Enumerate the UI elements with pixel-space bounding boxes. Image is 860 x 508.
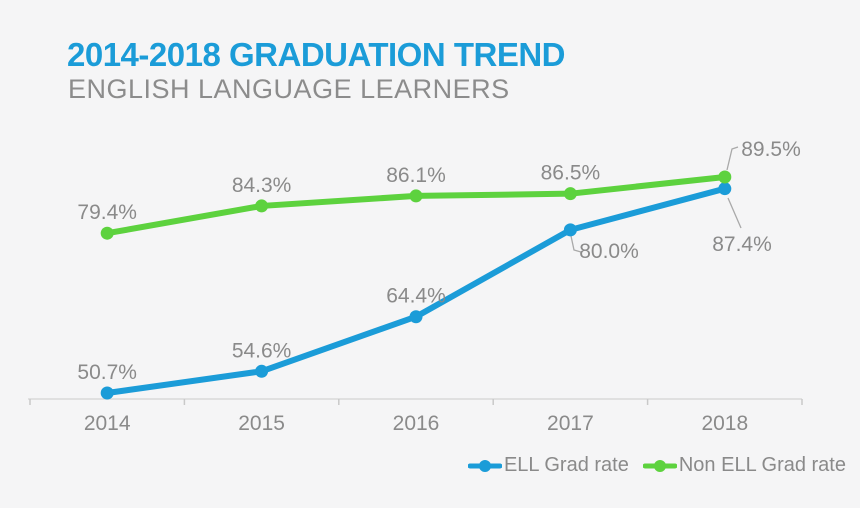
legend: ELL Grad rate Non ELL Grad rate <box>467 454 846 477</box>
data-label-ell-2018: 87.4% <box>712 233 772 256</box>
label-leader-line-ell <box>570 235 582 253</box>
label-leader-line-ell <box>727 197 742 229</box>
data-point-non-ell-2014 <box>100 226 114 240</box>
data-label-ell-2017: 80.0% <box>579 240 639 263</box>
data-label-non-ell-2017: 86.5% <box>541 162 601 185</box>
non-ell-series-marker-icon <box>642 459 677 472</box>
data-label-ell-2015: 54.6% <box>232 339 292 362</box>
chart-title: 2014-2018 GRADUATION TREND <box>67 36 566 73</box>
label-leader-line-non-ell <box>726 146 739 171</box>
legend-label-non-ell: Non ELL Grad rate <box>678 454 846 476</box>
data-point-ell-2017 <box>563 223 577 237</box>
x-axis-label: 2018 <box>701 412 748 435</box>
data-label-non-ell-2015: 84.3% <box>232 174 292 197</box>
data-point-ell-2015 <box>255 364 269 378</box>
legend-label-ell: ELL Grad rate <box>503 454 629 476</box>
x-axis-label: 2015 <box>238 412 285 435</box>
data-point-non-ell-2015 <box>255 199 269 213</box>
data-point-ell-2018 <box>718 182 732 196</box>
data-label-ell-2014: 50.7% <box>77 361 137 384</box>
x-axis-label: 2017 <box>547 412 594 435</box>
data-label-non-ell-2018: 89.5% <box>741 138 801 161</box>
data-point-non-ell-2016 <box>409 189 423 203</box>
data-label-ell-2016: 64.4% <box>386 285 446 308</box>
data-point-ell-2016 <box>409 310 423 324</box>
ell-series-marker-icon <box>467 459 502 472</box>
legend-item-ell: ELL Grad rate <box>467 454 629 477</box>
data-point-non-ell-2018 <box>718 170 732 184</box>
x-axis-label: 2016 <box>393 412 440 435</box>
chart-subtitle: ENGLISH LANGUAGE LEARNERS <box>68 74 510 104</box>
data-label-non-ell-2014: 79.4% <box>77 201 137 224</box>
legend-item-non-ell: Non ELL Grad rate <box>642 454 846 477</box>
data-point-non-ell-2017 <box>563 187 577 201</box>
data-point-ell-2014 <box>100 386 114 400</box>
x-axis-label: 2014 <box>84 412 131 435</box>
data-label-non-ell-2016: 86.1% <box>386 164 446 187</box>
